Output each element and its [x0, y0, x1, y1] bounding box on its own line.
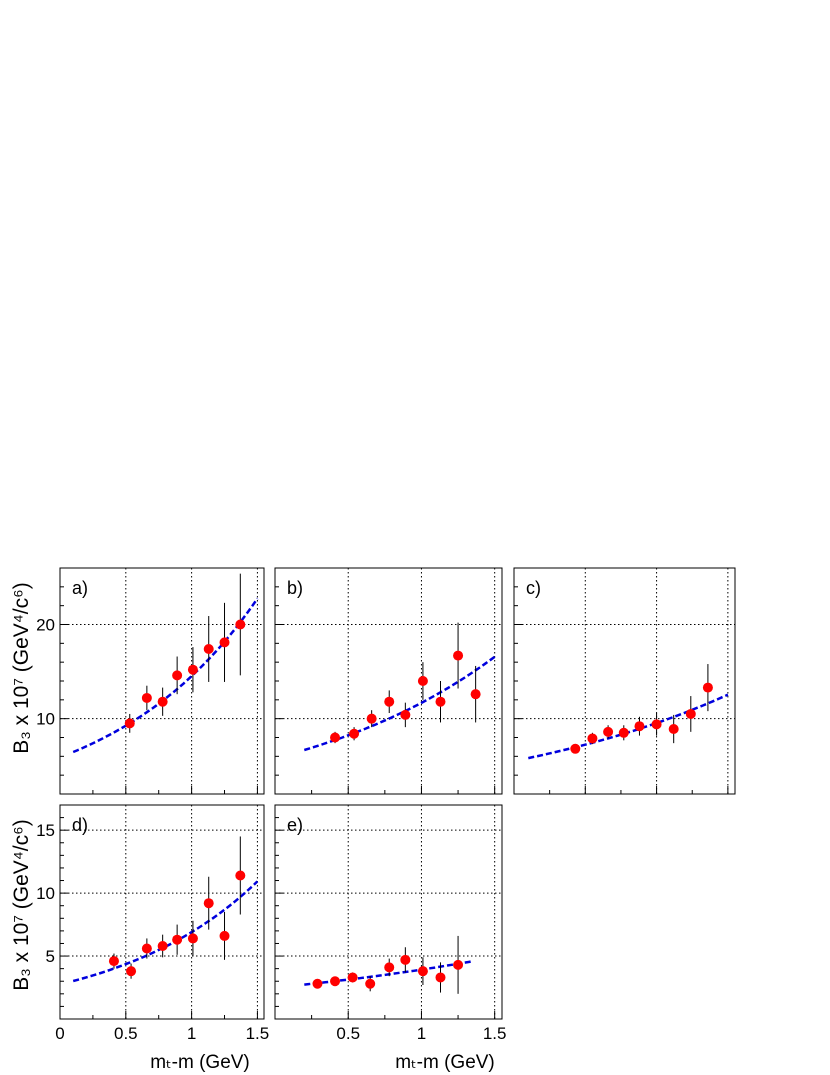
data-point: [453, 650, 464, 661]
data-point: [417, 966, 428, 977]
data-point: [400, 709, 411, 720]
data-point: [603, 726, 614, 737]
panel-label: a): [72, 578, 88, 598]
x-tick-label: 1: [417, 1024, 426, 1043]
data-point: [470, 689, 481, 700]
x-axis-label-left: mₜ-m (GeV): [150, 1052, 250, 1073]
data-point: [417, 676, 428, 686]
data-point: [651, 719, 662, 730]
data-point: [453, 959, 464, 970]
data-point: [235, 619, 246, 630]
data-point: [366, 713, 377, 724]
data-point: [126, 966, 137, 977]
data-point: [330, 976, 341, 987]
panels: 10 20 a) b) c) 5 10 15 0 0.5 1 1.5 d) 0.5 1 1.5 e): [36, 567, 736, 1043]
x-tick-label: 1.5: [483, 1024, 507, 1043]
data-point: [124, 718, 135, 729]
data-point: [219, 930, 230, 941]
data-point: [187, 664, 198, 675]
x-tick-label: 1: [187, 1024, 196, 1043]
panel-e: 0.5 1 1.5 e): [274, 804, 507, 1043]
plot-frame: [274, 804, 503, 1020]
data-point: [400, 954, 411, 965]
data-point: [157, 696, 168, 707]
data-point: [702, 682, 713, 693]
data-point: [172, 670, 183, 681]
y-tick-label: 10: [36, 710, 55, 729]
panel-c: c): [513, 567, 736, 795]
data-point: [312, 978, 323, 989]
panel-label: e): [287, 815, 303, 835]
data-point: [157, 940, 168, 951]
data-point: [108, 956, 119, 967]
y-axis-label-bottom: B₃ x 10⁷ (GeV⁴/c⁶): [10, 819, 33, 991]
data-point: [219, 637, 230, 648]
data-point: [435, 972, 446, 983]
fit-curve: [528, 693, 729, 760]
fit-curve: [72, 880, 259, 983]
data-point: [172, 934, 183, 945]
data-point: [384, 962, 395, 973]
panel-d: 5 10 15 0 0.5 1 1.5 d): [36, 804, 270, 1043]
panel-label: c): [526, 578, 541, 598]
x-tick-label: 1.5: [246, 1024, 270, 1043]
plot-frame: [513, 567, 736, 795]
data-point: [141, 943, 152, 954]
panel-label: d): [72, 815, 88, 835]
plot-frame: [274, 567, 503, 795]
fit-curve: [72, 597, 259, 754]
y-tick-label: 10: [36, 884, 55, 903]
data-point: [330, 732, 341, 743]
data-point: [587, 733, 598, 744]
data-point: [618, 727, 629, 738]
data-point: [365, 978, 376, 989]
data-point: [349, 728, 360, 739]
y-axis-label-top: B₃ x 10⁷ (GeV⁴/c⁶): [10, 582, 33, 754]
panel-a: 10 20 a): [36, 567, 265, 795]
x-axis-label-right: mₜ-m (GeV): [395, 1052, 495, 1073]
x-tick-label: 0.5: [336, 1024, 360, 1043]
x-tick-label: 0.5: [114, 1024, 138, 1043]
data-point: [384, 696, 395, 707]
data-point: [235, 870, 246, 881]
data-point: [668, 724, 679, 735]
data-point: [570, 743, 581, 754]
panel-label: b): [287, 578, 303, 598]
y-tick-label: 5: [46, 947, 55, 966]
data-point: [203, 643, 214, 654]
y-tick-label: 15: [36, 821, 55, 840]
data-point: [141, 692, 152, 703]
data-point: [203, 898, 214, 909]
data-point: [685, 708, 696, 719]
plot-frame: [59, 567, 265, 795]
data-point: [634, 721, 645, 732]
data-point: [347, 972, 358, 983]
fit-curve: [303, 655, 496, 752]
y-tick-label: 20: [36, 616, 55, 635]
panel-b: b): [274, 567, 503, 795]
x-tick-label: 0: [55, 1024, 64, 1043]
data-point: [435, 696, 446, 707]
data-point: [187, 933, 198, 944]
plot-frame: [59, 804, 265, 1020]
